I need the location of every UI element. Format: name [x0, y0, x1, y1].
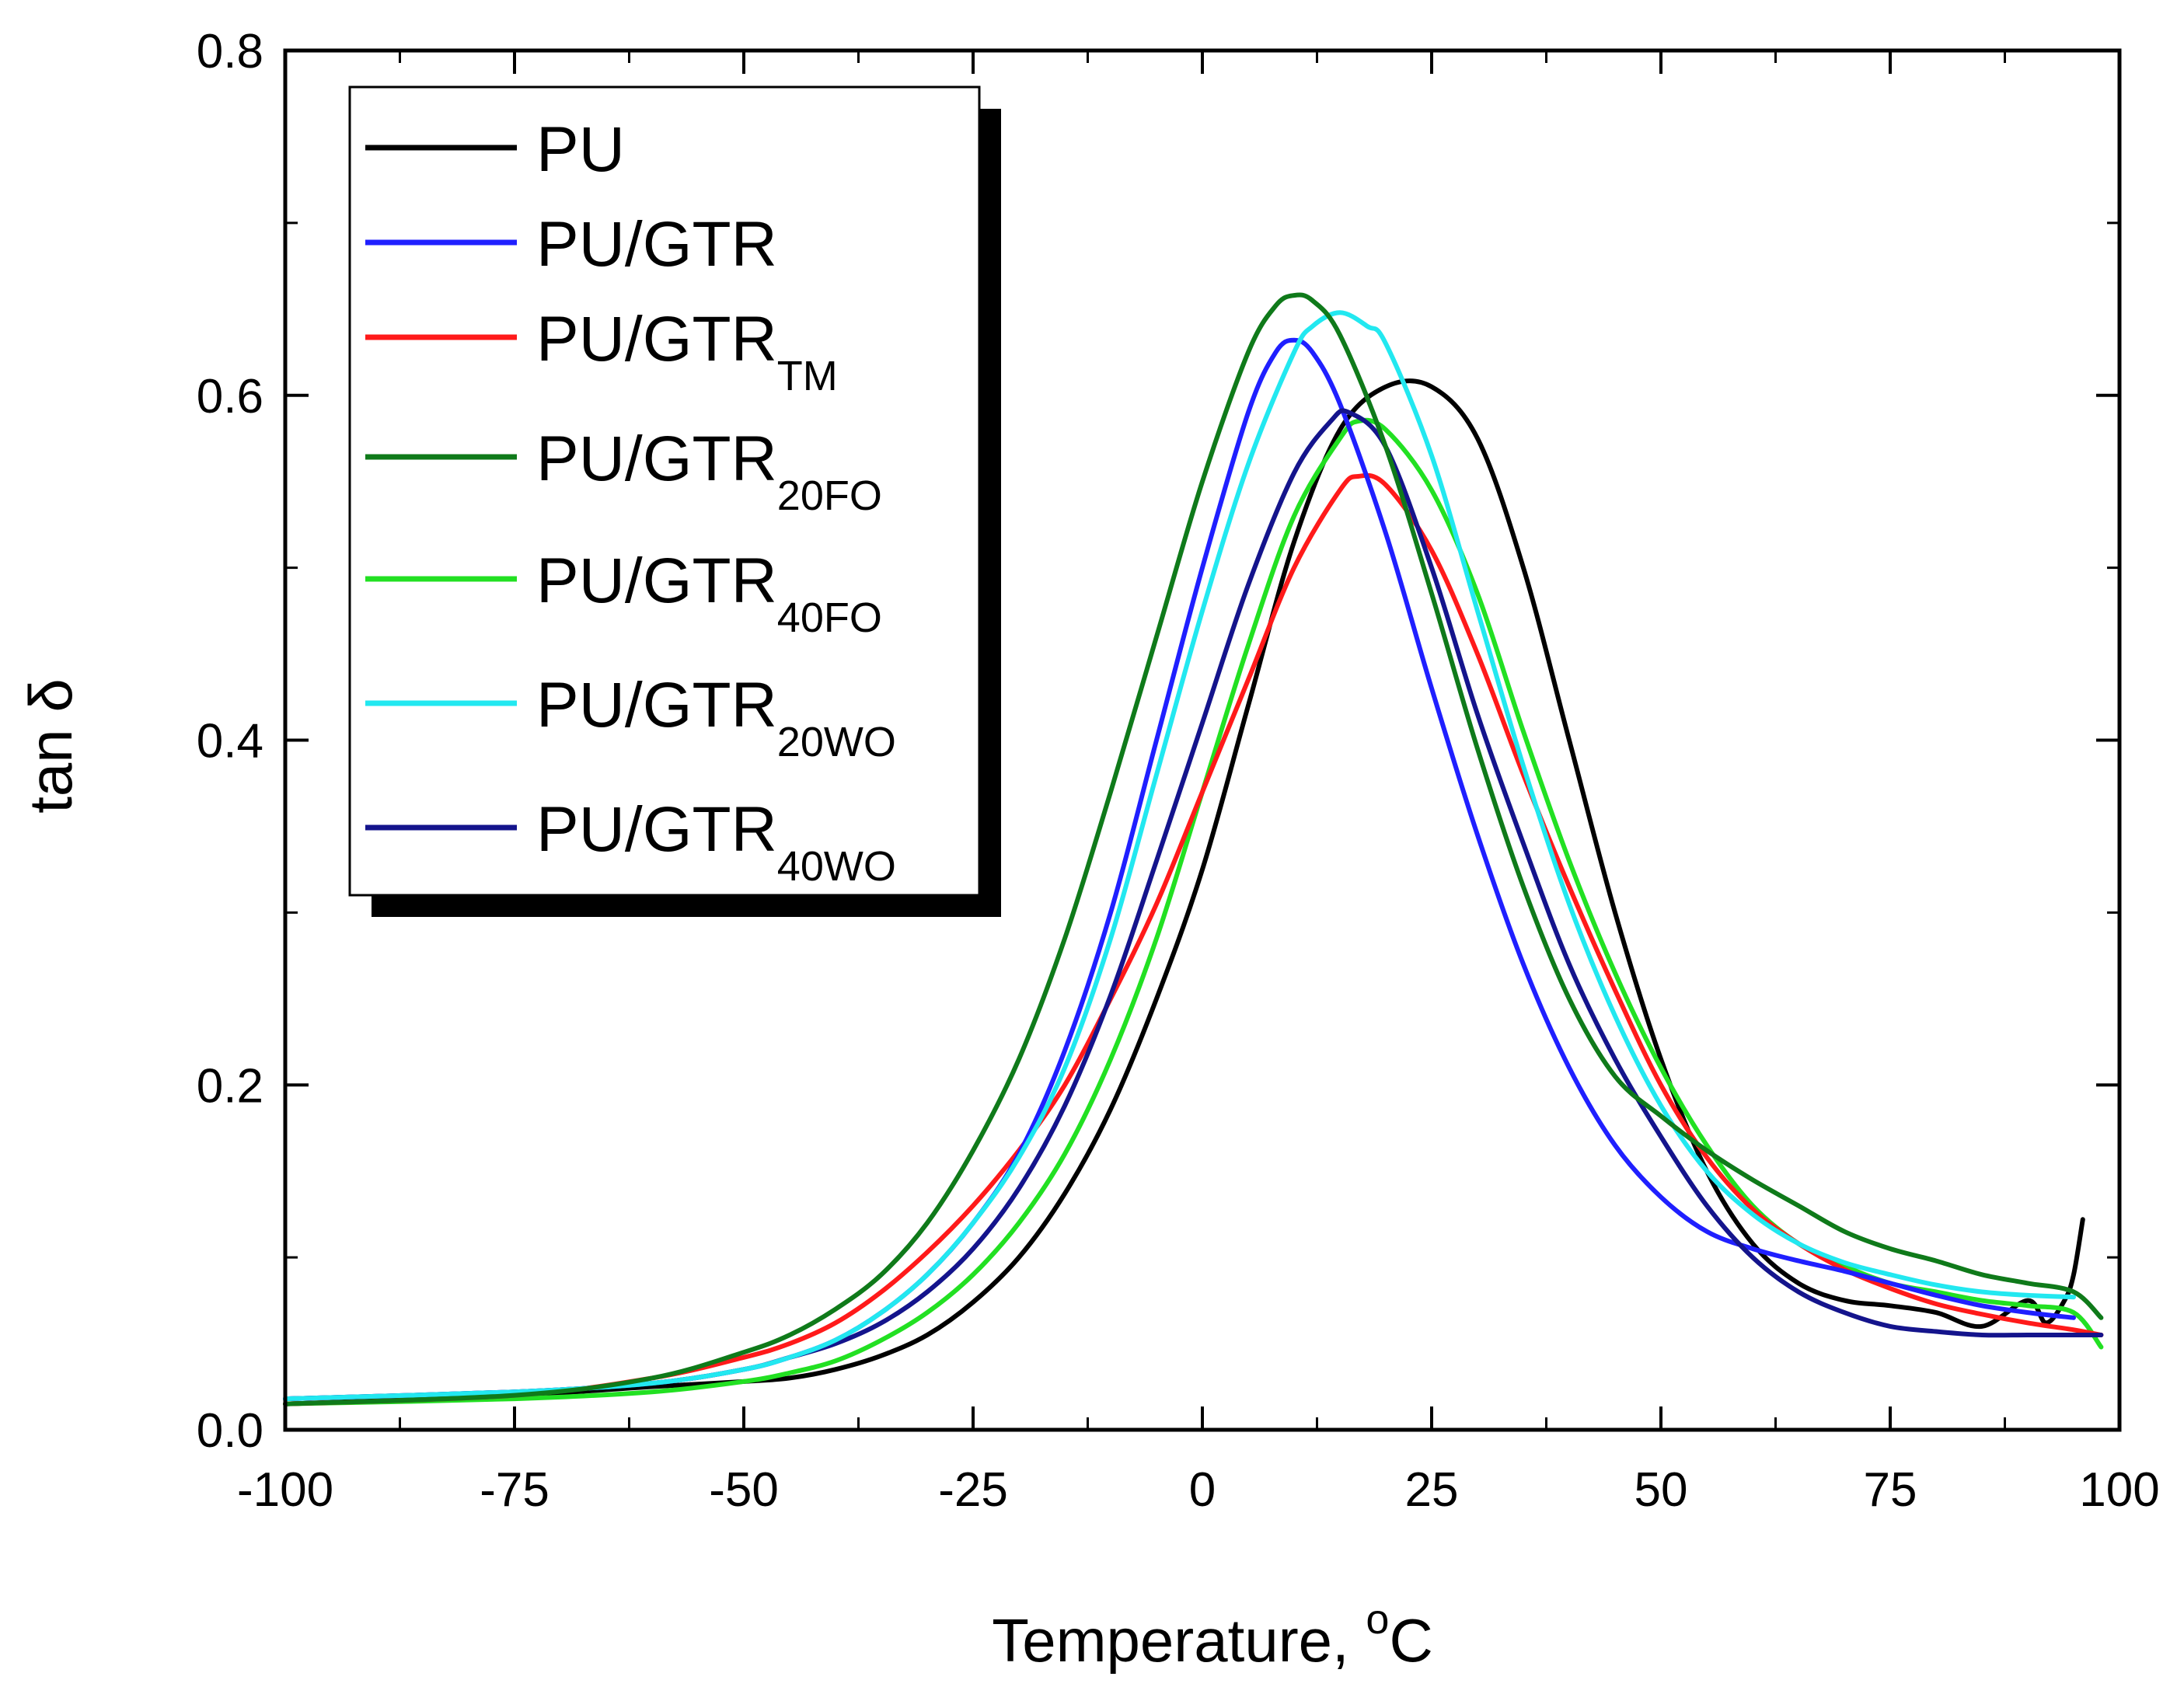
series-line-pu-gtr20wo — [283, 310, 2076, 1402]
legend-entry: PU/GTR20FO — [365, 424, 882, 519]
y-tick-label: 0.8 — [197, 25, 263, 78]
x-tick-label: 75 — [1864, 1463, 1917, 1517]
y-tick-label: 0.4 — [197, 715, 263, 769]
legend-label: PU/GTR20FO — [536, 424, 882, 519]
y-tick-label: 0.0 — [197, 1404, 263, 1458]
legend-entry: PU/GTR20WO — [365, 670, 896, 765]
y-tick-label: 0.6 — [197, 370, 263, 424]
plot-area-frame — [283, 48, 2122, 1432]
x-tick-label: -50 — [709, 1463, 779, 1517]
legend-box — [348, 85, 981, 897]
legend-entry: PU/GTR40WO — [365, 794, 896, 890]
legend-entry: PU — [365, 114, 625, 185]
legend-entry: PU/GTR40FO — [365, 545, 882, 641]
series-line-pu-gtr40wo — [283, 408, 2104, 1402]
series-lines — [283, 292, 2104, 1406]
x-axis-title: Temperature, oC — [992, 1596, 1433, 1675]
x-tick-label: -25 — [938, 1463, 1008, 1517]
legend-label: PU/GTR20WO — [536, 670, 896, 765]
tick-labels: -100 -75 -50 -25 0 25 50 75 100 0.0 0.2 0.4 0.6 0.8 — [197, 25, 2160, 1517]
x-tick-label: 50 — [1635, 1463, 1688, 1517]
legend-label: PU — [536, 114, 625, 185]
legend-label: PU/GTR40FO — [536, 545, 882, 641]
series-line-pu — [283, 378, 2085, 1406]
x-tick-label: 100 — [2079, 1463, 2159, 1517]
x-tick-label: 25 — [1405, 1463, 1459, 1517]
legend: PU PU/GTR PU/GTRTM PU/GTR20FO PU/GTR40FO PU/G… — [348, 85, 1001, 917]
legend-entry: PU/GTR — [365, 209, 777, 280]
legend-label: PU/GTRTM — [536, 304, 838, 399]
x-tick-label: -100 — [237, 1463, 333, 1517]
x-tick-label: -75 — [480, 1463, 549, 1517]
y-tick-label: 0.2 — [197, 1059, 263, 1113]
x-tick-label: 0 — [1189, 1463, 1216, 1517]
legend-label: PU/GTR40WO — [536, 794, 896, 890]
legend-entry: PU/GTRTM — [365, 304, 838, 399]
y-axis-title: tan δ — [16, 678, 85, 814]
series-line-pu-gtr20fo — [283, 292, 2104, 1406]
legend-label: PU/GTR — [536, 209, 777, 280]
